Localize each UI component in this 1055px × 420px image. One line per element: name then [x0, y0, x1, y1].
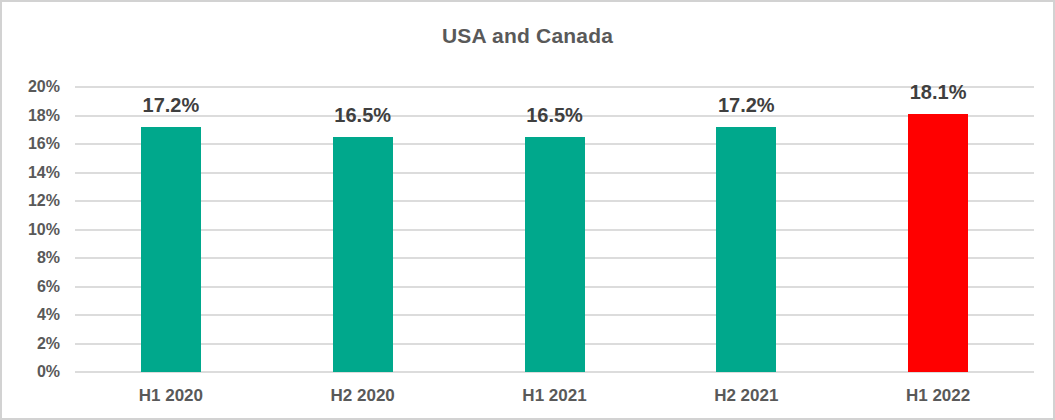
bar-value-label: 18.1%	[863, 81, 1013, 103]
bar-h2-2020	[333, 137, 393, 372]
bar-value-label: 16.5%	[288, 104, 438, 126]
bar-value-label: 17.2%	[671, 94, 821, 116]
y-axis-tick-label: 20%	[2, 78, 60, 96]
x-axis-category-label: H2 2021	[666, 386, 826, 406]
y-axis-tick-label: 10%	[2, 221, 60, 239]
plot-area: 17.2%16.5%16.5%17.2%18.1%	[75, 87, 1034, 372]
y-axis-tick-label: 14%	[2, 164, 60, 182]
y-axis-tick-label: 0%	[2, 363, 60, 381]
bar-h1-2022	[908, 114, 968, 372]
chart-container: USA and Canada 17.2% 16.5% 16.5% 17.2% 18.1%…	[0, 0, 1055, 420]
x-axis-category-label: H1 2022	[858, 386, 1018, 406]
x-axis-category-label: H1 2020	[91, 386, 251, 406]
bar-value-label: 17.2%	[96, 94, 246, 116]
y-axis-tick-label: 8%	[2, 249, 60, 267]
bar-h1-2020	[141, 127, 201, 372]
y-axis-tick-label: 12%	[2, 192, 60, 210]
x-axis-category-label: H2 2020	[283, 386, 443, 406]
y-axis-tick-label: 16%	[2, 135, 60, 153]
y-axis-tick-label: 4%	[2, 306, 60, 324]
x-axis-category-label: H1 2021	[475, 386, 635, 406]
bar-h1-2021	[525, 137, 585, 372]
bar-value-label: 16.5%	[480, 104, 630, 126]
y-axis-tick-label: 6%	[2, 278, 60, 296]
y-axis-tick-label: 2%	[2, 335, 60, 353]
bar-h2-2021	[716, 127, 776, 372]
chart-title: USA and Canada	[2, 24, 1053, 48]
y-axis-tick-label: 18%	[2, 107, 60, 125]
